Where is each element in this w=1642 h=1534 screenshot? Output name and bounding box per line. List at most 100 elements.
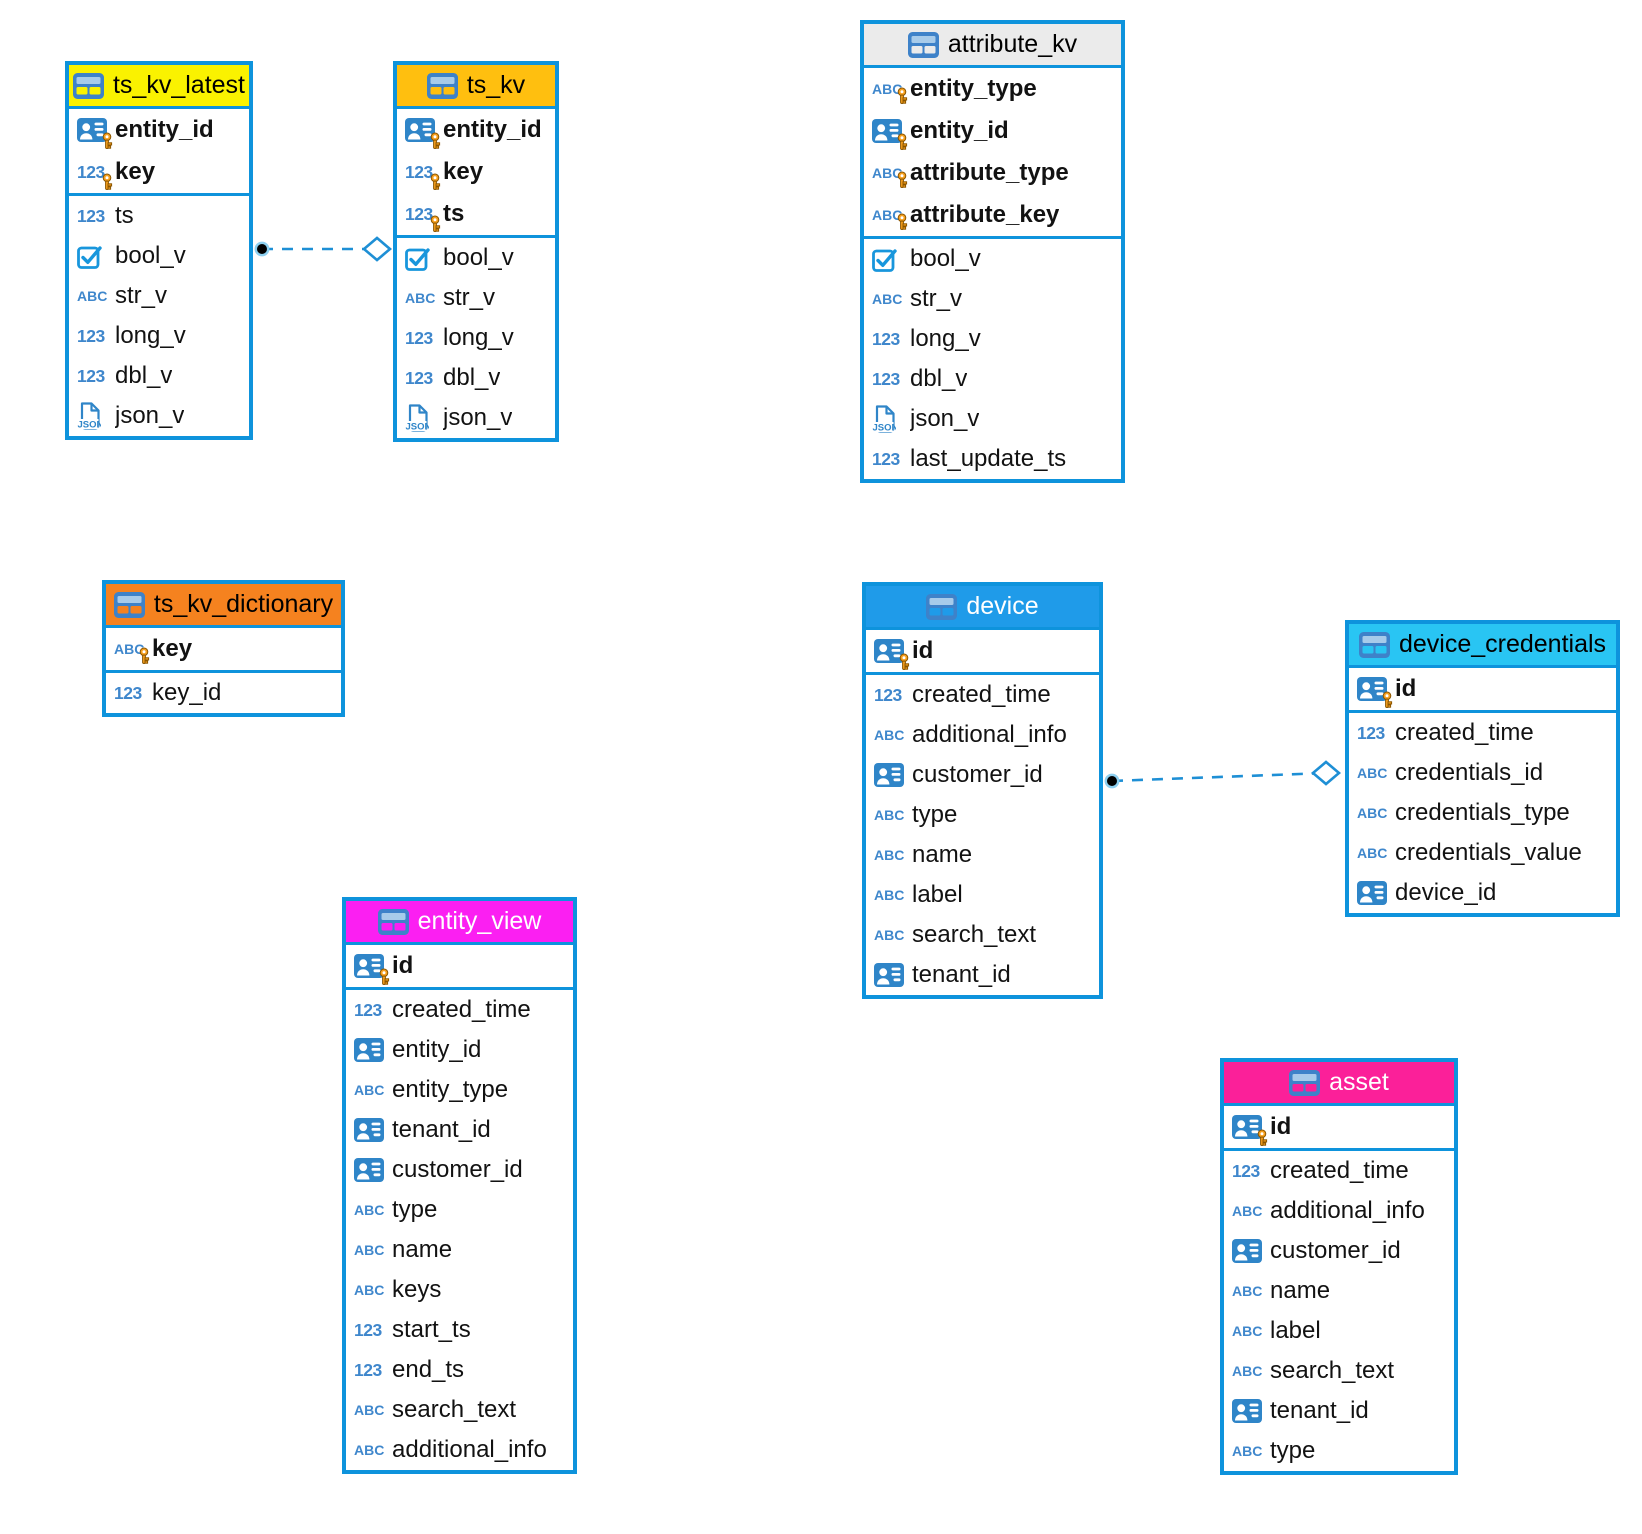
column-row-type[interactable]: ABC type <box>346 1190 573 1230</box>
column-row-id[interactable]: id <box>1224 1106 1454 1148</box>
columns-section: 123 created_time ABC credentials_id ABC crede… <box>1349 713 1616 913</box>
column-name: type <box>392 1196 438 1223</box>
column-row-end_ts[interactable]: 123 end_ts <box>346 1350 573 1390</box>
column-row-credentials_value[interactable]: ABC credentials_value <box>1349 833 1616 873</box>
column-row-bool_v[interactable]: bool_v <box>397 238 555 278</box>
column-row-last_update_ts[interactable]: 123 last_update_ts <box>864 439 1121 479</box>
column-row-entity_id[interactable]: entity_id <box>346 1030 573 1070</box>
column-row-id[interactable]: id <box>346 945 573 987</box>
column-row-customer_id[interactable]: customer_id <box>866 755 1099 795</box>
column-row-ts[interactable]: 123 ts <box>69 196 249 236</box>
column-row-name[interactable]: ABC name <box>866 835 1099 875</box>
column-row-key[interactable]: ABC key <box>106 628 341 670</box>
columns-section: 123 ts bool_v ABC str_v 123 long_v 123 dbl_v JS… <box>69 196 249 436</box>
column-row-tenant_id[interactable]: tenant_id <box>1224 1391 1454 1431</box>
table-header[interactable]: asset <box>1224 1062 1454 1106</box>
column-name: name <box>1270 1277 1331 1304</box>
column-row-entity_id[interactable]: entity_id <box>397 109 555 151</box>
column-row-created_time[interactable]: 123 created_time <box>866 675 1099 715</box>
column-row-attribute_type[interactable]: ABC attribute_type <box>864 152 1121 194</box>
column-row-key[interactable]: 123 key <box>69 151 249 193</box>
table-device[interactable]: device id 123 created_time ABC additional_in… <box>862 582 1103 999</box>
column-name: type <box>912 801 958 828</box>
column-row-name[interactable]: ABC name <box>346 1230 573 1270</box>
table-ts_kv_latest[interactable]: ts_kv_latest entity_id 123 key 123 ts bool_… <box>65 61 253 440</box>
table-device_credentials[interactable]: device_credentials id 123 created_time ABC c… <box>1345 620 1620 917</box>
column-row-type[interactable]: ABC type <box>1224 1431 1454 1471</box>
column-row-customer_id[interactable]: customer_id <box>1224 1231 1454 1271</box>
column-row-tenant_id[interactable]: tenant_id <box>346 1110 573 1150</box>
table-ts_kv_dictionary[interactable]: ts_kv_dictionary ABC key 123 key_id <box>102 580 345 717</box>
column-row-json_v[interactable]: JSON json_v <box>864 399 1121 439</box>
column-row-tenant_id[interactable]: tenant_id <box>866 955 1099 995</box>
table-header[interactable]: ts_kv <box>397 65 555 109</box>
column-row-ts[interactable]: 123 ts <box>397 193 555 235</box>
column-row-json_v[interactable]: JSON json_v <box>69 396 249 436</box>
column-row-created_time[interactable]: 123 created_time <box>1349 713 1616 753</box>
column-row-key[interactable]: 123 key <box>397 151 555 193</box>
column-row-credentials_type[interactable]: ABC credentials_type <box>1349 793 1616 833</box>
column-row-name[interactable]: ABC name <box>1224 1271 1454 1311</box>
table-asset[interactable]: asset id 123 created_time ABC additional_inf… <box>1220 1058 1458 1475</box>
column-row-type[interactable]: ABC type <box>866 795 1099 835</box>
column-row-str_v[interactable]: ABC str_v <box>864 279 1121 319</box>
relationship-device-device_credentials[interactable] <box>1104 760 1342 789</box>
id-card-glyph <box>874 763 904 787</box>
column-row-dbl_v[interactable]: 123 dbl_v <box>69 356 249 396</box>
table-ts_kv[interactable]: ts_kv entity_id 123 key 123 ts <box>393 61 559 442</box>
column-row-label[interactable]: ABC label <box>1224 1311 1454 1351</box>
table-attribute_kv[interactable]: attribute_kv ABC entity_type entity_id ABC <box>860 20 1125 483</box>
relationship-ts_kv_latest-ts_kv[interactable] <box>254 236 393 262</box>
column-row-dbl_v[interactable]: 123 dbl_v <box>397 358 555 398</box>
column-row-long_v[interactable]: 123 long_v <box>69 316 249 356</box>
column-row-additional_info[interactable]: ABC additional_info <box>346 1430 573 1470</box>
column-row-search_text[interactable]: ABC search_text <box>1224 1351 1454 1391</box>
column-name: str_v <box>443 284 496 311</box>
column-row-additional_info[interactable]: ABC additional_info <box>866 715 1099 755</box>
column-row-search_text[interactable]: ABC search_text <box>346 1390 573 1430</box>
column-row-start_ts[interactable]: 123 start_ts <box>346 1310 573 1350</box>
column-row-str_v[interactable]: ABC str_v <box>69 276 249 316</box>
number-type-icon: 123 <box>354 1359 382 1380</box>
column-row-long_v[interactable]: 123 long_v <box>864 319 1121 359</box>
column-row-created_time[interactable]: 123 created_time <box>346 990 573 1030</box>
column-name: credentials_value <box>1395 839 1582 866</box>
column-row-entity_id[interactable]: entity_id <box>69 109 249 151</box>
column-row-dbl_v[interactable]: 123 dbl_v <box>864 359 1121 399</box>
column-row-device_id[interactable]: device_id <box>1349 873 1616 913</box>
column-row-key_id[interactable]: 123 key_id <box>106 673 341 713</box>
table-header[interactable]: device <box>866 586 1099 630</box>
column-row-label[interactable]: ABC label <box>866 875 1099 915</box>
column-row-keys[interactable]: ABC keys <box>346 1270 573 1310</box>
primary-key-icon <box>895 171 909 189</box>
column-row-bool_v[interactable]: bool_v <box>69 236 249 276</box>
table-header[interactable]: attribute_kv <box>864 24 1121 68</box>
column-row-credentials_id[interactable]: ABC credentials_id <box>1349 753 1616 793</box>
column-row-search_text[interactable]: ABC search_text <box>866 915 1099 955</box>
column-row-customer_id[interactable]: customer_id <box>346 1150 573 1190</box>
column-row-created_time[interactable]: 123 created_time <box>1224 1151 1454 1191</box>
relationship-line[interactable] <box>1111 771 1327 783</box>
table-entity_view[interactable]: entity_view id 123 created_time entity_id A… <box>342 897 577 1474</box>
table-header[interactable]: ts_kv_latest <box>69 65 249 109</box>
column-name: json_v <box>443 404 513 431</box>
column-row-id[interactable]: id <box>866 630 1099 672</box>
column-row-bool_v[interactable]: bool_v <box>864 239 1121 279</box>
table-icon <box>1289 1069 1321 1096</box>
column-row-id[interactable]: id <box>1349 668 1616 710</box>
table-header[interactable]: ts_kv_dictionary <box>106 584 341 628</box>
table-header[interactable]: device_credentials <box>1349 624 1616 668</box>
id-type-icon <box>1232 1399 1270 1423</box>
checkbox-glyph <box>405 247 430 271</box>
column-row-entity_id[interactable]: entity_id <box>864 110 1121 152</box>
column-row-json_v[interactable]: JSON json_v <box>397 398 555 438</box>
column-row-additional_info[interactable]: ABC additional_info <box>1224 1191 1454 1231</box>
column-name: str_v <box>910 285 963 312</box>
column-row-entity_type[interactable]: ABC entity_type <box>864 68 1121 110</box>
table-header[interactable]: entity_view <box>346 901 573 945</box>
column-row-attribute_key[interactable]: ABC attribute_key <box>864 194 1121 236</box>
column-row-str_v[interactable]: ABC str_v <box>397 278 555 318</box>
column-row-long_v[interactable]: 123 long_v <box>397 318 555 358</box>
column-row-entity_type[interactable]: ABC entity_type <box>346 1070 573 1110</box>
id-type-icon <box>874 639 912 670</box>
